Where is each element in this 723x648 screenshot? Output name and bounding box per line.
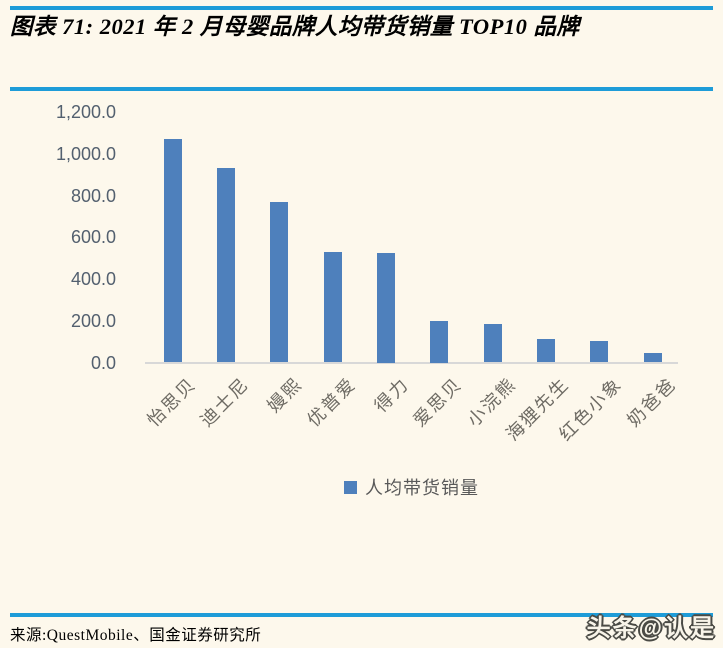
y-tick-label: 1,200.0 <box>55 102 116 122</box>
title-divider-rule <box>10 87 713 91</box>
x-category-label: 得力 <box>370 373 413 417</box>
bar-海狸先生 <box>536 339 555 363</box>
figure-title: 图表 71: 2021 年 2 月母婴品牌人均带货销量 TOP10 品牌 <box>10 14 580 39</box>
legend: 人均带货销量 <box>145 474 678 500</box>
footer-rule <box>10 613 713 617</box>
y-tick-label: 600.0 <box>70 227 116 248</box>
x-category-label: 嫚熙 <box>263 373 307 417</box>
watermark: 头条@认是 <box>586 615 716 642</box>
y-tick-label: 800.0 <box>70 185 116 206</box>
x-category-label: 迪士尼 <box>196 373 253 431</box>
bar-得力 <box>376 252 395 363</box>
y-tick-label: 200.0 <box>70 310 116 331</box>
bar-迪士尼 <box>216 168 235 363</box>
x-category-label: 奶爸爸 <box>623 373 680 431</box>
x-axis-line <box>145 362 678 364</box>
x-category-label: 怡思贝 <box>142 373 200 431</box>
bar-奶爸爸 <box>643 352 662 363</box>
x-category-label: 优普爱 <box>302 373 360 431</box>
y-tick-label: 0.0 <box>90 352 116 373</box>
bar-嫚熙 <box>270 201 289 363</box>
bar-怡思贝 <box>163 139 182 363</box>
legend-swatch <box>344 480 357 494</box>
bar-红色小象 <box>590 340 609 363</box>
y-tick-label: 1,000.0 <box>55 143 116 164</box>
bar-优普爱 <box>323 251 342 363</box>
source-line: 来源:QuestMobile、国金证券研究所 <box>10 627 262 644</box>
top-rule <box>10 6 713 10</box>
x-category-label: 爱思贝 <box>409 373 467 431</box>
bar-爱思贝 <box>430 320 449 363</box>
legend-label: 人均带货销量 <box>365 478 479 498</box>
y-tick-label: 400.0 <box>70 269 116 289</box>
bar-小浣熊 <box>483 323 502 363</box>
